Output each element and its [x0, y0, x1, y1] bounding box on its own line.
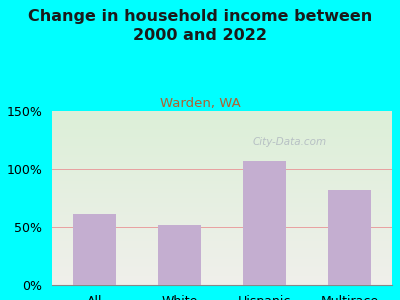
Text: City-Data.com: City-Data.com [253, 137, 327, 147]
Bar [73, 214, 116, 285]
Bar [328, 190, 371, 285]
Bar [243, 161, 286, 285]
Text: Change in household income between
2000 and 2022: Change in household income between 2000 … [28, 9, 372, 43]
Bar [158, 225, 201, 285]
Text: Warden, WA: Warden, WA [160, 98, 240, 110]
